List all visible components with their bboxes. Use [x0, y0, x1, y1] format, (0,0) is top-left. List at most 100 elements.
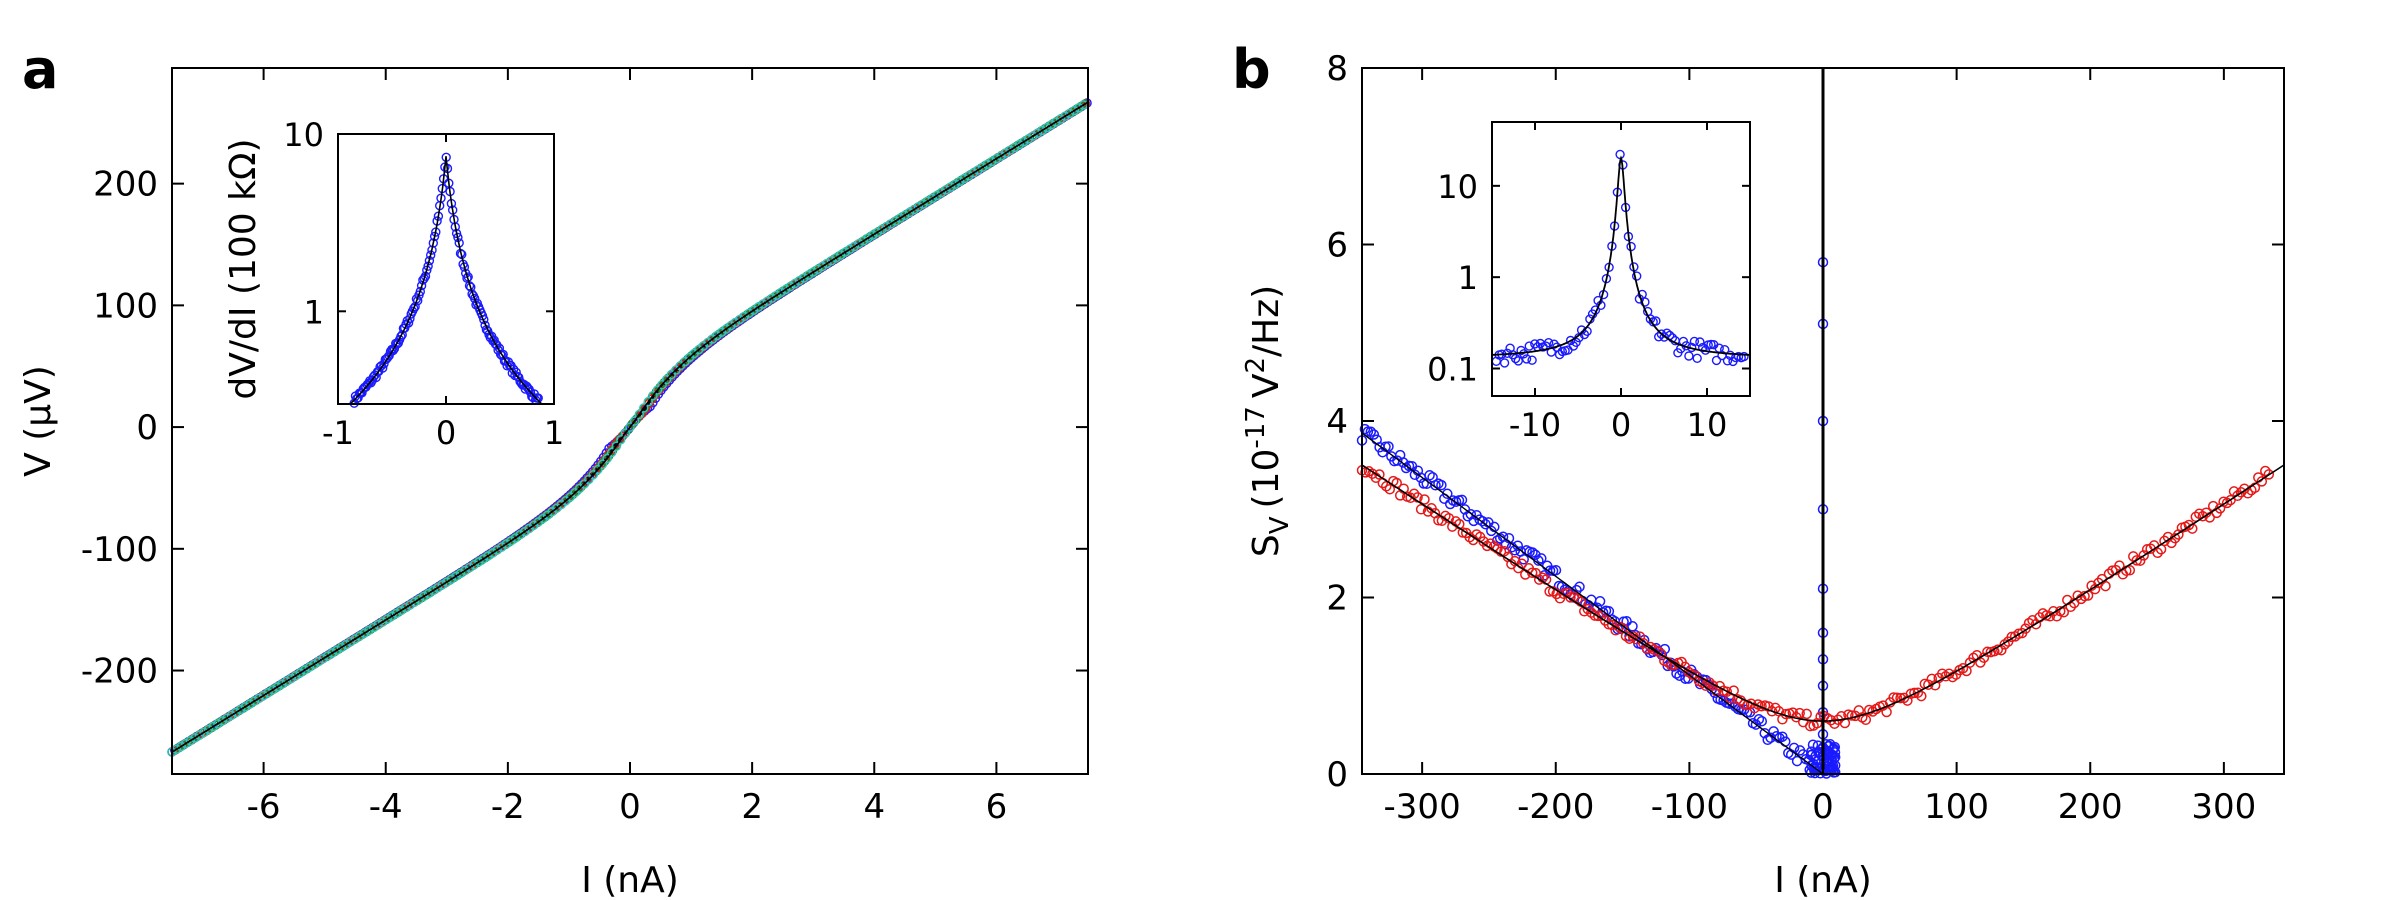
panel-b-blue-marker — [1574, 581, 1585, 593]
panel-b-inset-data — [1491, 149, 1750, 368]
panel-b-ytick-label: 8 — [1326, 49, 1348, 89]
panel-a-cyan-marker — [849, 241, 860, 252]
panel-b-inset-marker — [1499, 358, 1510, 368]
panel-b-blue-marker — [1400, 462, 1412, 474]
panel-a-cyan-marker — [593, 464, 603, 475]
panel-a-inset-marker — [396, 331, 406, 342]
panel-a-cyan-marker — [950, 179, 960, 189]
panel-b-red-marker — [1589, 610, 1601, 621]
panel-a-cyan-marker — [350, 634, 360, 644]
panel-a-cyan-marker — [872, 227, 882, 238]
panel-a-cyan-marker — [203, 724, 214, 735]
panel-b-red-marker — [2006, 631, 2017, 643]
panel-b-blue-marker — [1762, 734, 1773, 746]
panel-a-cyan-marker — [904, 207, 915, 218]
panel-b-blue-marker — [1424, 470, 1435, 481]
panel-a-cyan-marker — [1010, 142, 1020, 153]
panel-a-xtick-label: -4 — [369, 787, 403, 827]
panel-b-inset-fit-line — [1492, 155, 1750, 356]
panel-a-cyan-marker — [437, 580, 447, 590]
panel-b-blue-fit-line — [1361, 432, 1824, 775]
panel-a-cyan-marker — [964, 170, 974, 181]
panel-b-inset-xtick-label: 0 — [1611, 406, 1631, 444]
panel-a-cyan-marker — [249, 696, 260, 706]
panel-a-cyan-marker — [501, 539, 511, 549]
panel-b-blue-marker — [1807, 739, 1819, 750]
panel-b-red-marker — [1943, 668, 1955, 680]
panel-b-inset-marker — [1692, 353, 1702, 363]
panel-a-cyan-marker — [607, 447, 617, 458]
panel-b-xtick-label: 0 — [1812, 787, 1834, 827]
panel-b-red-marker — [2131, 555, 2142, 566]
panel-a-cyan-marker — [845, 244, 855, 255]
panel-a-cyan-marker — [881, 221, 892, 232]
panel-a-cyan-marker — [318, 654, 328, 664]
panel-a-cyan-marker — [295, 668, 305, 678]
panel-b-red-marker — [2100, 580, 2111, 592]
panel-b-red-marker — [1916, 690, 1927, 702]
panel-b-red-marker — [1801, 708, 1812, 720]
panel-b-ytick-label: 2 — [1326, 579, 1348, 619]
panel-b-inset-marker — [1543, 338, 1554, 348]
panel-a-cyan-marker — [982, 159, 992, 170]
panel-a-inset-marker — [378, 363, 388, 373]
panel-b-ylabel-exp: -17 — [1241, 406, 1271, 448]
panel-b-inset-marker — [1684, 351, 1694, 361]
panel-b-inset-marker — [1593, 295, 1603, 306]
panel-a-xtick-label: 2 — [741, 787, 763, 827]
panel-a-cyan-marker — [364, 625, 374, 636]
panel-a-cyan-marker — [446, 574, 457, 584]
panel-a-cyan-marker — [254, 693, 264, 703]
panel-a-cyan-marker — [213, 719, 223, 729]
panel-a-ytick-label: 200 — [93, 165, 158, 205]
panel-b-blue-marker — [1594, 596, 1606, 607]
panel-a-inset-marker — [470, 293, 480, 304]
panel-b-blue-marker — [1483, 517, 1494, 528]
panel-a-cyan-marker — [1051, 117, 1061, 127]
panel-b-blue-marker — [1397, 457, 1409, 468]
panel-b-red-marker — [1881, 706, 1892, 718]
panel-b-red-marker — [2058, 606, 2070, 618]
panel-b-xlabel: I (nA) — [1774, 860, 1872, 900]
panel-b-red-marker — [1415, 504, 1427, 515]
panel-a-cyan-marker — [790, 278, 800, 289]
panel-a-inset-marker — [419, 273, 429, 284]
panel-a-cyan-marker — [272, 682, 282, 692]
panel-a-inset-marker — [383, 352, 393, 362]
panel-a-cyan-marker — [341, 639, 351, 650]
panel-a-cyan-marker — [277, 679, 287, 689]
panel-a-cyan-marker — [803, 270, 814, 280]
panel-a-inset: -1 0 1 1 10 dV/dI (100 kΩ) — [223, 116, 564, 452]
panel-b-xtick-label: -100 — [1651, 787, 1728, 827]
panel-a-cyan-marker — [826, 256, 837, 266]
panel-a-cyan-marker — [258, 690, 269, 701]
panel-a-cyan-marker — [414, 594, 424, 604]
panel-b-blue-marker — [1465, 509, 1477, 520]
panel-b-red-marker — [1794, 707, 1805, 719]
panel-a-cyan-marker — [968, 168, 979, 178]
panel-a-cyan-marker — [836, 250, 846, 260]
panel-a-cyan-marker — [185, 736, 196, 746]
panel-a-inset-axes: -1 0 1 1 10 — [283, 116, 564, 452]
panel-a-cyan-marker — [469, 560, 479, 570]
panel-a-cyan-marker — [231, 707, 241, 718]
panel-a-data — [167, 98, 1092, 757]
panel-a-cyan-marker — [890, 216, 901, 226]
panel-b-red-marker — [2232, 490, 2243, 502]
panel-b-ylabel-tail: /Hz) — [1246, 285, 1287, 357]
panel-a-cyan-marker — [309, 659, 319, 670]
panel-a-cyan-marker — [368, 622, 379, 633]
panel-a-inset-marker — [479, 314, 489, 325]
panel-a-cyan-marker — [391, 608, 402, 619]
panel-a-inset-xtick-label: 0 — [436, 414, 456, 452]
panel-b-blue-marker — [1392, 455, 1403, 466]
panel-a-inset-marker — [415, 286, 425, 297]
panel-a-inset-xtick-label: 1 — [544, 414, 564, 452]
panel-a-inset-marker — [392, 339, 402, 349]
panel-a-ylabel: V (µV) — [18, 365, 59, 477]
panel-a-inset-marker — [409, 303, 419, 314]
panel-a-cyan-marker — [767, 293, 777, 303]
panel-a-cyan-marker — [286, 673, 296, 684]
